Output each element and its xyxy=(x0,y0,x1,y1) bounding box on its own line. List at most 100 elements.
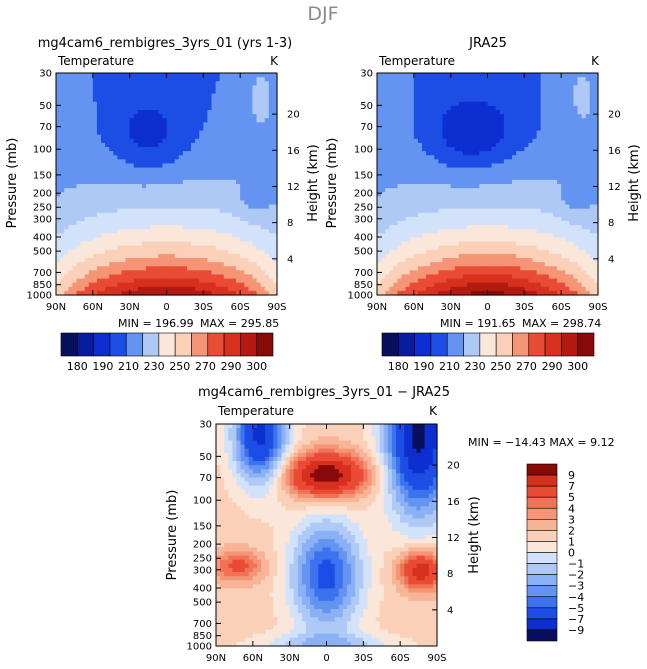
heatmap-cell xyxy=(260,200,266,206)
heatmap-cell xyxy=(60,249,65,255)
heatmap-cell xyxy=(524,249,530,255)
heatmap-cell xyxy=(405,282,411,288)
heatmap-cell xyxy=(458,126,464,132)
heatmap-cell xyxy=(413,225,419,230)
heatmap-cell xyxy=(211,266,217,271)
heatmap-cell xyxy=(272,118,278,123)
heatmap-cell xyxy=(227,274,233,280)
heatmap-cell xyxy=(129,270,135,276)
heatmap-cell xyxy=(109,270,114,276)
heatmap-cell xyxy=(446,196,452,202)
heatmap-cell xyxy=(174,110,180,115)
heatmap-cell xyxy=(434,270,439,276)
heatmap-cell xyxy=(422,130,427,136)
heatmap-cell xyxy=(113,118,118,123)
heatmap-cell xyxy=(422,97,427,103)
heatmap-cell xyxy=(223,249,229,255)
heatmap-cell xyxy=(507,241,513,247)
heatmap-cell xyxy=(186,184,192,189)
heatmap-cell xyxy=(475,237,480,243)
heatmap-cell xyxy=(150,89,155,95)
heatmap-cell xyxy=(495,286,501,292)
heatmap-cell xyxy=(88,249,94,255)
heatmap-cell xyxy=(92,101,98,107)
heatmap-cell xyxy=(56,184,61,189)
heatmap-cell xyxy=(158,122,163,128)
heatmap-cell xyxy=(264,122,270,128)
heatmap-cell xyxy=(191,253,196,259)
heatmap-cell xyxy=(211,196,217,202)
heatmap-cell xyxy=(105,179,110,185)
heatmap-cell xyxy=(268,122,274,128)
heatmap-cell xyxy=(503,192,509,197)
heatmap-cell xyxy=(389,101,394,107)
heatmap-cell xyxy=(133,171,139,177)
heatmap-cell xyxy=(471,237,476,243)
heatmap-cell xyxy=(125,221,131,226)
heatmap-cell xyxy=(162,245,168,251)
heatmap-cell xyxy=(405,192,411,197)
heatmap-cell xyxy=(264,77,270,82)
heatmap-cell xyxy=(272,266,278,271)
heatmap-cell xyxy=(491,175,497,181)
heatmap-cell xyxy=(96,258,102,263)
heatmap-cell xyxy=(154,270,159,276)
heatmap-cell xyxy=(223,200,229,206)
heatmap-cell xyxy=(129,110,135,115)
heatmap-cell xyxy=(105,122,110,128)
heatmap-cell xyxy=(413,188,419,193)
heatmap-cell xyxy=(483,147,489,152)
heatmap-cell xyxy=(92,105,98,111)
heatmap-cell xyxy=(512,110,517,115)
heatmap-cell xyxy=(150,167,155,173)
heatmap-cell xyxy=(72,105,78,111)
heatmap-cell xyxy=(207,101,213,107)
heatmap-cell xyxy=(381,216,386,222)
heatmap-cell xyxy=(244,122,249,128)
heatmap-cell xyxy=(141,142,147,148)
heatmap-cell xyxy=(109,274,114,280)
heatmap-cell xyxy=(244,241,249,247)
heatmap-cell xyxy=(166,253,172,259)
heatmap-cell xyxy=(397,89,403,95)
heatmap-cell xyxy=(109,77,114,82)
heatmap-cell xyxy=(117,290,123,296)
heatmap-cell xyxy=(186,229,192,234)
heatmap-cell xyxy=(499,262,505,267)
heatmap-cell xyxy=(252,134,258,140)
heatmap-cell xyxy=(186,85,192,91)
heatmap-cell xyxy=(182,188,188,193)
heatmap-cell xyxy=(442,130,448,136)
heatmap-cell xyxy=(56,73,61,78)
heatmap-cell xyxy=(458,286,464,292)
heatmap-cell xyxy=(109,147,114,152)
heatmap-cell xyxy=(442,208,448,214)
heatmap-cell xyxy=(125,155,131,160)
heatmap-cell xyxy=(409,290,415,296)
heatmap-cell xyxy=(203,270,209,276)
heatmap-cell xyxy=(397,110,403,115)
heatmap-cell xyxy=(487,270,493,276)
heatmap-cell xyxy=(430,163,435,169)
heatmap-cell xyxy=(507,122,513,128)
heatmap-cell xyxy=(158,192,163,197)
heatmap-cell xyxy=(133,245,139,251)
heatmap-cell xyxy=(182,266,188,271)
heatmap-cell xyxy=(401,89,407,95)
heatmap-cell xyxy=(215,110,221,115)
heatmap-cell xyxy=(467,89,472,95)
heatmap-cell xyxy=(450,184,456,189)
heatmap-cell xyxy=(520,114,525,119)
heatmap-cell xyxy=(458,155,464,160)
heatmap-cell xyxy=(458,216,464,222)
heatmap-cell xyxy=(240,101,245,107)
heatmap-cell xyxy=(178,266,184,271)
heatmap-cell xyxy=(178,192,184,197)
heatmap-cell xyxy=(141,163,147,169)
heatmap-cell xyxy=(264,93,270,99)
heatmap-cell xyxy=(56,225,61,230)
heatmap-cell xyxy=(88,241,94,247)
heatmap-cell xyxy=(72,200,78,206)
heatmap-cell xyxy=(389,204,394,210)
heatmap-cell xyxy=(393,245,399,251)
